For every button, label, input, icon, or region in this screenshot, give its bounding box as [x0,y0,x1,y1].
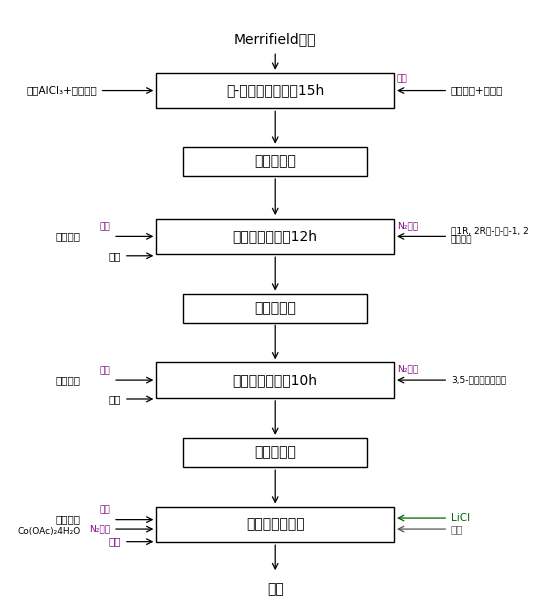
Text: 四氢呋喃+水杨醛: 四氢呋喃+水杨醛 [451,85,503,96]
Text: 抄滤，干燥: 抄滤，干燥 [254,445,296,459]
Text: 亲核加成，回流12h: 亲核加成，回流12h [233,230,318,244]
Text: 四氢呋喃: 四氢呋喃 [56,375,81,385]
Text: LiCl: LiCl [451,513,470,523]
Text: 四氢呋喃: 四氢呋喃 [56,231,81,241]
Text: （1R, 2R）-（-）-1, 2: （1R, 2R）-（-）-1, 2 [451,226,529,235]
Text: 环己二胺: 环己二胺 [451,235,472,244]
Text: 过滤，干燥: 过滤，干燥 [254,155,296,168]
Text: 溶胀: 溶胀 [100,366,111,375]
Text: 产品: 产品 [267,582,284,596]
Bar [156,73,394,108]
Text: 抄滤，干燥: 抄滤，干燥 [254,301,296,315]
Text: N₂保护: N₂保护 [397,365,418,374]
Bar [156,219,394,255]
Bar [156,362,394,398]
Bar [156,507,394,542]
Text: 无水AlCl₃+四氢呋喃: 无水AlCl₃+四氢呋喃 [26,85,97,96]
Bar [183,294,367,322]
Text: 甲醇: 甲醇 [109,537,121,547]
Text: 傅-克烷基化，回流15h: 傅-克烷基化，回流15h [226,84,324,98]
Text: 亲核加成，回流10h: 亲核加成，回流10h [233,373,318,387]
Text: 溶胀: 溶胀 [100,222,111,231]
Text: 3,5-二叔丁基水杨醛: 3,5-二叔丁基水杨醛 [451,376,506,385]
Text: 滴加: 滴加 [397,75,408,84]
Text: 空气: 空气 [451,524,463,534]
Text: 溶胀: 溶胀 [100,505,111,514]
Text: 四氢呋喃: 四氢呋喃 [56,514,81,525]
Bar [183,147,367,176]
Text: 甲醇: 甲醇 [109,251,121,261]
Text: N₂保护: N₂保护 [89,525,111,533]
Bar [183,438,367,467]
Text: 缩聚络合，氧化: 缩聚络合，氧化 [246,518,305,531]
Text: Merrifield树脂: Merrifield树脂 [234,33,316,47]
Text: 甲醇: 甲醇 [109,394,121,404]
Text: Co(OAc)₂4H₂O: Co(OAc)₂4H₂O [18,527,81,536]
Text: N₂保护: N₂保护 [397,221,418,230]
